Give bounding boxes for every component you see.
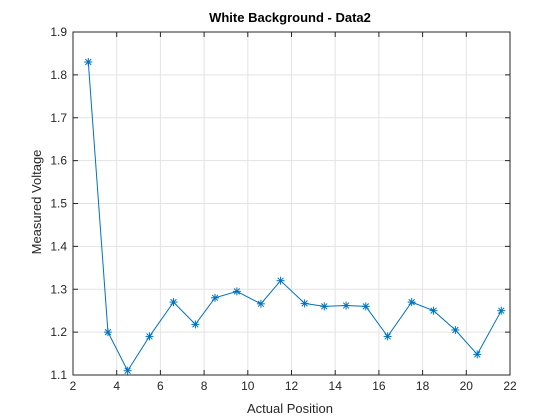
tick-labels: 2 4 6 8 10 12 14 16 18 20 22 1.1 1.2 1.3 1.4 1.5 1.6 1.7 1… (50, 25, 517, 393)
series-line-0 (87, 61, 502, 372)
data-point (451, 325, 460, 334)
data-point (407, 298, 416, 307)
data-point (361, 302, 370, 311)
y-tick-label: 1.1 (50, 368, 67, 382)
x-tick-label: 22 (503, 379, 517, 393)
grid-lines (72, 31, 511, 376)
data-point (300, 299, 309, 308)
x-tick-label: 18 (416, 379, 430, 393)
data-point (123, 366, 132, 375)
y-tick-label: 1.8 (50, 68, 67, 82)
y-tick-label: 1.4 (50, 239, 67, 253)
data-point (497, 306, 506, 315)
y-tick-label: 1.9 (50, 25, 67, 39)
data-point (84, 58, 93, 67)
data-point (320, 302, 329, 311)
x-tick-label: 8 (201, 379, 208, 393)
data-point (256, 299, 265, 308)
data-point (342, 301, 351, 310)
y-tick-label: 1.5 (50, 197, 67, 211)
x-tick-label: 20 (460, 379, 474, 393)
tick-marks (72, 31, 511, 376)
data-point (211, 293, 220, 302)
x-tick-label: 16 (372, 379, 386, 393)
data-point (145, 332, 154, 341)
x-tick-label: 14 (329, 379, 343, 393)
data-point (383, 332, 392, 341)
data-point (276, 276, 285, 285)
data-point (473, 350, 482, 359)
x-tick-label: 4 (113, 379, 120, 393)
data-point (169, 298, 178, 307)
x-tick-label: 6 (157, 379, 164, 393)
y-axis-label: Measured Voltage (29, 150, 44, 255)
x-tick-label: 12 (285, 379, 299, 393)
data-point (191, 320, 200, 329)
y-tick-label: 1.2 (50, 325, 67, 339)
y-tick-label: 1.6 (50, 154, 67, 168)
series (84, 58, 506, 375)
chart-title: White Background - Data2 (209, 10, 371, 25)
x-tick-label: 2 (70, 379, 77, 393)
data-point (232, 287, 241, 296)
y-tick-label: 1.7 (50, 111, 67, 125)
x-axis-label: Actual Position (247, 401, 333, 416)
x-tick-label: 10 (241, 379, 255, 393)
y-tick-label: 1.3 (50, 282, 67, 296)
data-point (429, 306, 438, 315)
data-point (103, 328, 112, 337)
